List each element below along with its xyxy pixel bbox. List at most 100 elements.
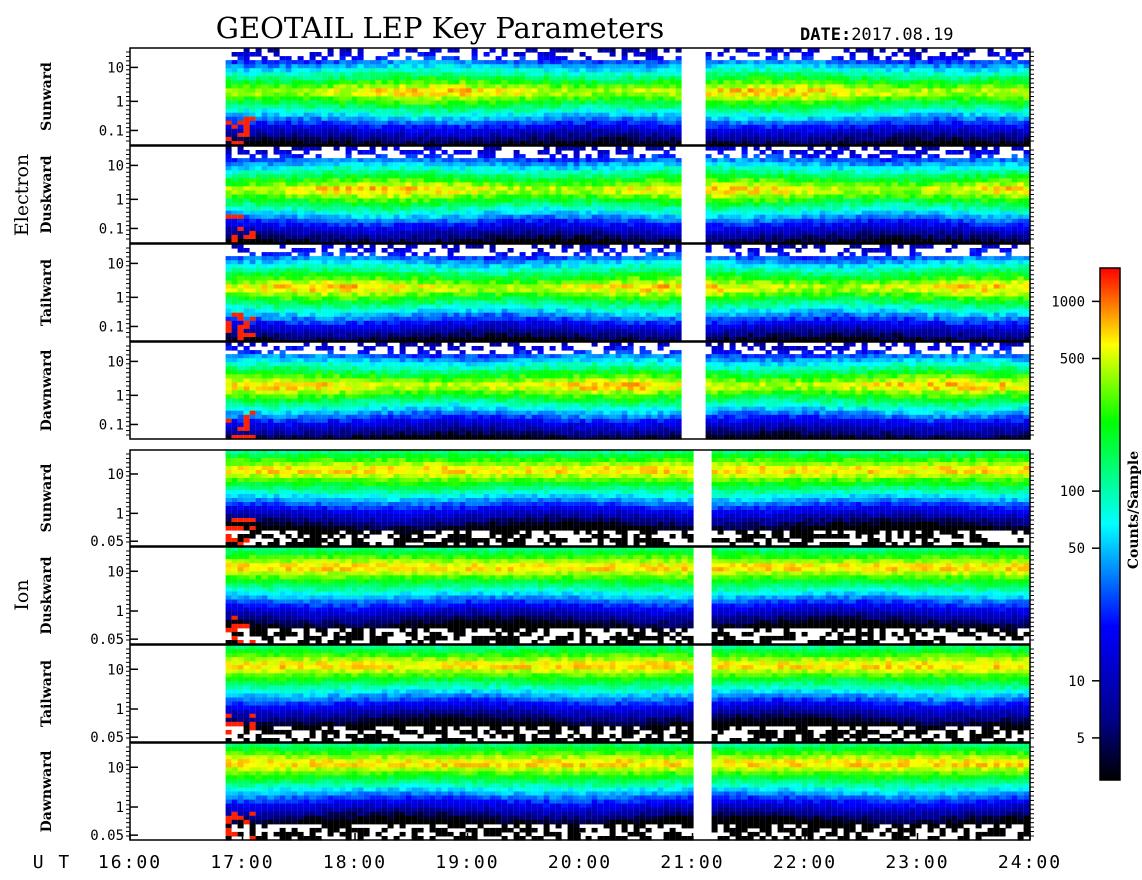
spectrogram-cell [639, 104, 646, 110]
spectrogram-cell [867, 136, 874, 142]
spectrogram-cell [255, 198, 262, 204]
spectrogram-cell [855, 128, 862, 134]
spectrogram-cell [441, 150, 448, 155]
spectrogram-cell [717, 104, 724, 110]
spectrogram-cell [951, 100, 958, 106]
spectrogram-cell [975, 112, 982, 118]
spectrogram-cell [807, 108, 814, 114]
spectrogram-cell [267, 198, 274, 204]
spectrogram-cell [423, 230, 430, 236]
spectrogram-cell [675, 56, 682, 61]
spectrogram-cell [357, 178, 364, 183]
spectrogram-cell [705, 198, 712, 204]
spectrogram-cell [315, 84, 322, 89]
spectrogram-cell [243, 52, 250, 57]
spectrogram-cell [663, 92, 670, 98]
spectrogram-cell [267, 190, 274, 196]
spectrogram-cell [741, 72, 748, 77]
spectrogram-cell [669, 124, 676, 130]
spectrogram-cell [417, 136, 424, 142]
spectrogram-cell [897, 112, 904, 118]
spectrogram-cell [243, 210, 250, 216]
spectrogram-cell [441, 84, 448, 89]
spectrogram-cell [753, 154, 760, 159]
spectrogram-cell [273, 166, 280, 171]
spectrogram-cell [513, 166, 520, 171]
spectrogram-cell [387, 68, 394, 73]
spectrogram-cell [339, 226, 346, 232]
spectrogram-cell [609, 136, 616, 142]
spectrogram-cell [531, 206, 538, 212]
spectrogram-cell [513, 64, 520, 69]
spectrogram-cell [561, 96, 568, 102]
spectrogram-cell [321, 116, 328, 122]
spectrogram-cell [429, 116, 436, 122]
spectrogram-cell [573, 182, 580, 187]
spectrogram-cell [705, 112, 712, 118]
spectrogram-cell [759, 128, 766, 134]
spectrogram-cell [711, 100, 718, 106]
spectrogram-cell [621, 80, 628, 85]
spectrogram-cell [579, 214, 586, 220]
spectrogram-cell [813, 92, 820, 98]
spectrogram-cell [489, 88, 496, 93]
spectrogram-cell [351, 104, 358, 110]
spectrogram-cell [561, 222, 568, 228]
spectrogram-cell [717, 226, 724, 232]
spectrogram-cell [393, 48, 400, 53]
spectrogram-cell [369, 141, 376, 146]
spectrogram-cell [561, 226, 568, 232]
spectrogram-cell [285, 214, 292, 220]
spectrogram-cell [909, 84, 916, 89]
spectrogram-cell [465, 166, 472, 171]
spectrogram-cell [261, 132, 268, 138]
spectrogram-cell [603, 108, 610, 114]
spectrogram-cell [303, 108, 310, 114]
spectrogram-cell [483, 92, 490, 98]
spectrogram-cell [723, 206, 730, 212]
spectrogram-cell [447, 68, 454, 73]
spectrogram-cell [357, 76, 364, 81]
spectrogram-cell [357, 202, 364, 208]
spectrogram-cell [327, 80, 334, 85]
spectrogram-cell [489, 84, 496, 89]
spectrogram-cell [795, 158, 802, 163]
spectrogram-cell [345, 214, 352, 220]
spectrogram-cell [327, 214, 334, 220]
spectrogram-cell [627, 202, 634, 208]
spectrogram-cell [615, 178, 622, 183]
spectrogram-cell [939, 92, 946, 98]
spectrogram-cell [765, 84, 772, 89]
spectrogram-cell [495, 132, 502, 138]
spectrogram-cell [939, 124, 946, 130]
spectrogram-cell [933, 80, 940, 85]
spectrogram-cell [867, 60, 874, 65]
spectrogram-cell [801, 52, 808, 57]
spectrogram-cell [951, 60, 958, 65]
spectrogram-cell [267, 222, 274, 228]
spectrogram-cell [705, 158, 712, 163]
spectrogram-cell [729, 80, 736, 85]
spectrogram-cell [1017, 100, 1024, 106]
spectrogram-cell [825, 84, 832, 89]
spectrogram-cells [225, 146, 1030, 244]
spectrogram-cell [777, 178, 784, 183]
spectrogram-cell [279, 72, 286, 77]
spectrogram-cell [591, 84, 598, 89]
spectrogram-cell [969, 108, 976, 114]
spectrogram-cell [441, 96, 448, 102]
spectrogram-cell [267, 174, 274, 179]
spectrogram-cell [417, 198, 424, 204]
spectrogram-cell [759, 141, 766, 146]
spectrogram-cell [669, 92, 676, 98]
spectrogram-cell [231, 214, 238, 220]
spectrogram-cell [711, 174, 718, 179]
spectrogram-cell [843, 72, 850, 77]
spectrogram-cell [645, 60, 652, 65]
spectrogram-cell [795, 68, 802, 73]
spectrogram-cell [393, 108, 400, 114]
spectrogram-cell [669, 141, 676, 146]
spectrogram-cell [723, 100, 730, 106]
spectrogram-cell [651, 76, 658, 81]
spectrogram-cell [957, 120, 964, 126]
